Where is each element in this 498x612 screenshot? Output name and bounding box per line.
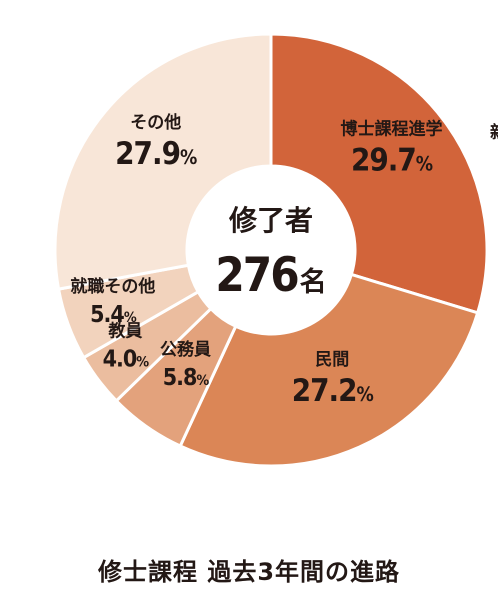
center-value: 276 bbox=[215, 248, 298, 303]
slice-6-wedge bbox=[53, 32, 273, 291]
slice-2-value: 27.2% bbox=[292, 373, 374, 409]
slice-2-label: 民間 bbox=[315, 350, 349, 370]
slice-1-value: 29.7% bbox=[351, 143, 433, 179]
donut-slices bbox=[53, 32, 489, 468]
slice-4-label: 教員 bbox=[107, 320, 142, 341]
center-label: 修了者 bbox=[228, 204, 313, 237]
edge-text-fragment: 新 bbox=[490, 122, 498, 143]
slice-3-value: 5.8% bbox=[163, 365, 210, 391]
donut-center: 修了者 276名 bbox=[215, 204, 326, 303]
center-unit: 名 bbox=[300, 266, 327, 298]
center-total: 276名 bbox=[215, 248, 326, 303]
chart-title: 修士課程 過去3年間の進路 bbox=[97, 558, 401, 586]
slice-2-wedge bbox=[178, 272, 480, 468]
slice-6-label: その他 bbox=[130, 112, 181, 133]
slice-6-value: 27.9% bbox=[115, 136, 197, 172]
slice-1-label: 博士課程進学 bbox=[341, 119, 443, 140]
slice-labels: 博士課程進学 29.7% 民間 27.2% 公務員 5.8% 教員 4.0% 就職その他 5.4%… bbox=[70, 112, 442, 409]
slice-5-label: 就職その他 bbox=[70, 276, 155, 297]
slice-5-value: 5.4% bbox=[90, 302, 137, 328]
slice-3-label: 公務員 bbox=[160, 339, 211, 360]
donut-chart: 博士課程進学 29.7% 民間 27.2% 公務員 5.8% 教員 4.0% 就職その他 5.4%… bbox=[53, 32, 498, 468]
slice-1-wedge bbox=[269, 32, 489, 315]
slice-4-value: 4.0% bbox=[103, 346, 150, 372]
